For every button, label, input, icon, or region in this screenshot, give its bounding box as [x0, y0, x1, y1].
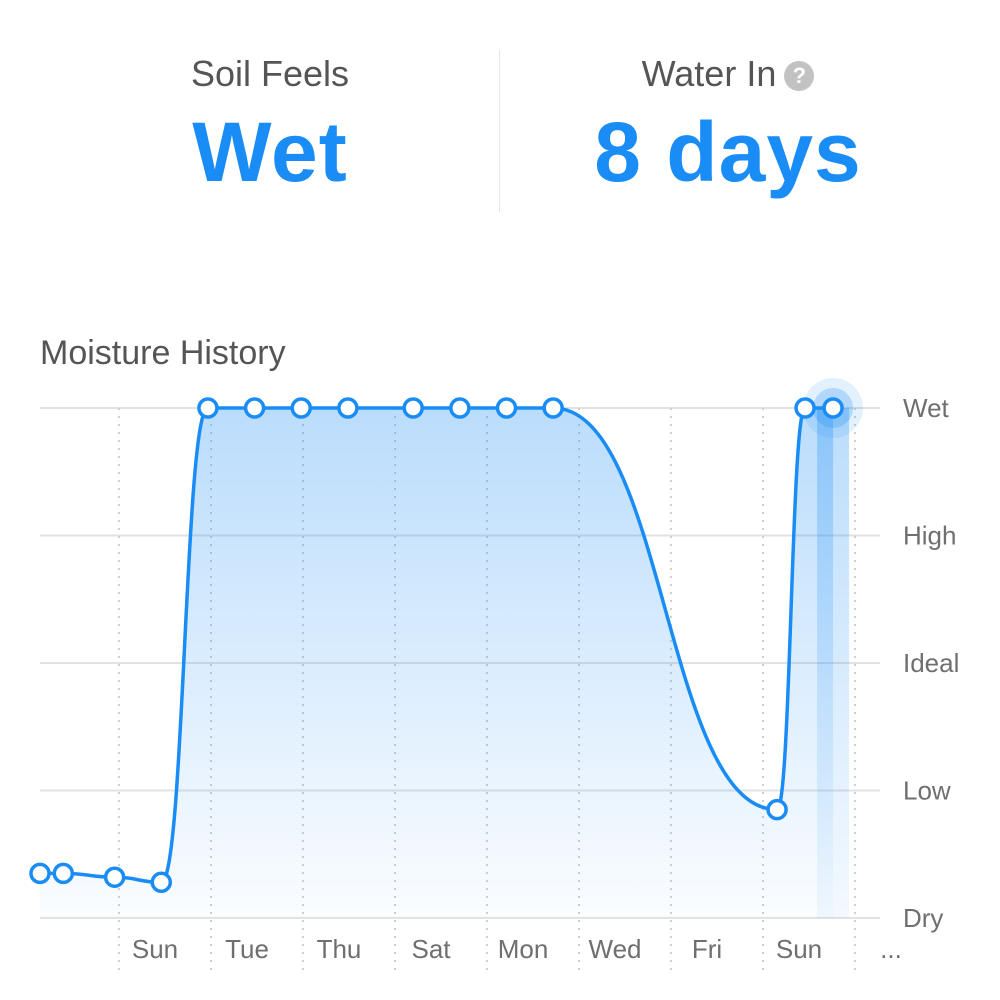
data-point[interactable]: [766, 798, 788, 821]
water-in-label-row: Water In?: [478, 48, 978, 100]
data-point[interactable]: [495, 397, 518, 419]
y-tick-label: Wet: [903, 393, 950, 423]
data-point[interactable]: [243, 397, 266, 419]
x-tick-label: Fri: [692, 934, 722, 964]
soil-feels-label: Soil Feels: [190, 53, 350, 94]
data-point[interactable]: [29, 862, 51, 885]
data-point[interactable]: [402, 397, 424, 419]
data-point[interactable]: [542, 397, 564, 419]
x-tick-label: Thu: [317, 934, 362, 964]
data-point[interactable]: [794, 397, 816, 419]
x-tick-label: Wed: [589, 934, 642, 964]
x-tick-label: Tue: [225, 934, 269, 964]
y-tick-label: Low: [903, 776, 951, 806]
x-tick-label: ...: [880, 934, 902, 964]
data-point[interactable]: [197, 397, 219, 419]
data-point[interactable]: [337, 397, 359, 419]
y-tick-label: Dry: [903, 903, 943, 933]
x-tick-label: Sat: [411, 934, 451, 964]
soil-feels-value: Wet: [192, 105, 348, 199]
data-point[interactable]: [103, 866, 126, 888]
question-circle-icon[interactable]: ?: [784, 61, 815, 91]
data-point[interactable]: [290, 397, 312, 419]
data-point[interactable]: [150, 871, 173, 894]
water-in-value: 8 days: [594, 105, 862, 199]
x-tick-label: Sun: [776, 934, 822, 964]
data-point[interactable]: [52, 862, 75, 885]
water-in-label: Water In: [641, 53, 777, 94]
y-tick-label: High: [903, 521, 956, 551]
x-tick-label: Sun: [132, 934, 178, 964]
summary-panel: Soil Feels Wet Water In? 8 days: [0, 0, 1000, 230]
data-point[interactable]: [822, 397, 844, 419]
x-tick-label: Mon: [498, 934, 549, 964]
current-reading-highlight: [817, 408, 850, 918]
area-fill: [40, 408, 834, 918]
water-in-stat: Water In? 8 days: [478, 48, 978, 202]
stat-divider: [499, 50, 500, 212]
chart-title: Moisture History: [40, 334, 286, 372]
soil-feels-stat: Soil Feels Wet: [20, 48, 520, 202]
data-point[interactable]: [449, 397, 471, 419]
y-tick-label: Ideal: [903, 648, 959, 678]
